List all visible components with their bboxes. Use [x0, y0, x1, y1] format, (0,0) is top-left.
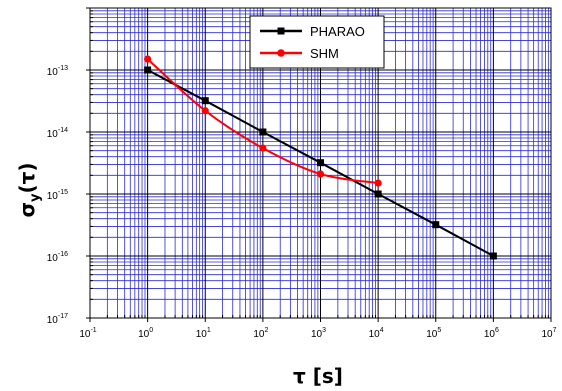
y-tick-exponent: -14	[58, 127, 68, 134]
legend-entry-pharao: PHARAO	[260, 24, 365, 39]
x-tick-label: 100	[138, 327, 153, 340]
y-tick-base: 10	[47, 253, 59, 264]
y-tick-exponent: -13	[58, 65, 68, 72]
x-axis-title: τ [s]	[293, 364, 343, 388]
y-axis-argument: (τ)	[15, 162, 39, 193]
data-point-pharao	[489, 252, 497, 260]
x-tick-exponent: 1	[207, 327, 211, 334]
data-point-pharao	[144, 66, 152, 74]
y-tick-exponent: -16	[58, 251, 68, 258]
legend-marker-pharao	[277, 27, 285, 35]
y-tick-label: 10-14	[47, 127, 68, 140]
legend: PHARAO SHM	[249, 15, 385, 69]
y-tick-label: 10-15	[47, 189, 68, 202]
y-tick-base: 10	[47, 315, 59, 326]
x-tick-label: 107	[541, 327, 556, 340]
x-tick-labels: 10-1 100 101 102 103 104 105 106 107	[79, 327, 556, 340]
x-tick-label: 10-1	[79, 327, 96, 340]
y-axis-subscript: y	[28, 193, 43, 202]
y-axis-symbol: σ	[15, 202, 39, 218]
data-point-pharao	[317, 159, 324, 167]
legend-box	[249, 15, 385, 69]
legend-label-pharao: PHARAO	[310, 24, 365, 39]
x-tick-label: 104	[369, 327, 384, 340]
y-tick-base: 10	[47, 191, 59, 202]
y-tick-label: 10-16	[47, 251, 68, 264]
data-point-shm	[201, 107, 209, 115]
y-tick-exponent: -17	[58, 313, 68, 320]
data-point-shm	[316, 170, 325, 178]
x-tick-exponent: 5	[437, 327, 441, 334]
x-tick-exponent: 6	[495, 327, 499, 334]
y-tick-base: 10	[47, 129, 59, 140]
legend-marker-shm	[277, 49, 285, 57]
x-tick-label: 103	[311, 327, 326, 340]
x-tick-exponent: 2	[264, 327, 268, 334]
legend-label-shm: SHM	[310, 46, 339, 61]
x-tick-exponent: 0	[149, 327, 153, 334]
x-tick-base: 10	[79, 329, 91, 340]
y-tick-base: 10	[47, 67, 59, 78]
x-tick-label: 102	[253, 327, 268, 340]
x-tick-base: 10	[484, 329, 496, 340]
x-tick-exponent: 7	[553, 327, 557, 334]
y-tick-label: 10-17	[47, 313, 68, 326]
data-point-pharao	[432, 221, 440, 229]
data-point-pharao	[201, 97, 209, 105]
x-tick-label: 101	[196, 327, 211, 340]
plot-frame	[89, 7, 552, 319]
x-tick-base: 10	[311, 329, 323, 340]
data-point-pharao	[374, 190, 382, 198]
x-tick-base: 10	[253, 329, 265, 340]
x-tick-base: 10	[426, 329, 438, 340]
x-tick-base: 10	[196, 329, 208, 340]
data-point-shm	[144, 55, 152, 63]
data-point-shm	[374, 179, 382, 187]
x-tick-exponent: 4	[380, 327, 384, 334]
data-point-pharao	[259, 128, 267, 136]
series-markers	[144, 55, 497, 260]
data-point-shm	[259, 144, 267, 152]
x-tick-label: 106	[484, 327, 499, 340]
x-tick-exponent: -1	[90, 327, 96, 334]
legend-entry-shm: SHM	[260, 46, 339, 61]
y-tick-exponent: -15	[58, 189, 68, 196]
x-tick-base: 10	[138, 329, 150, 340]
y-axis-title: σy(τ)	[15, 162, 43, 217]
x-tick-exponent: 3	[322, 327, 326, 334]
y-tick-label: 10-13	[47, 65, 68, 78]
x-tick-base: 10	[369, 329, 381, 340]
x-tick-base: 10	[541, 329, 553, 340]
x-tick-label: 105	[426, 327, 441, 340]
